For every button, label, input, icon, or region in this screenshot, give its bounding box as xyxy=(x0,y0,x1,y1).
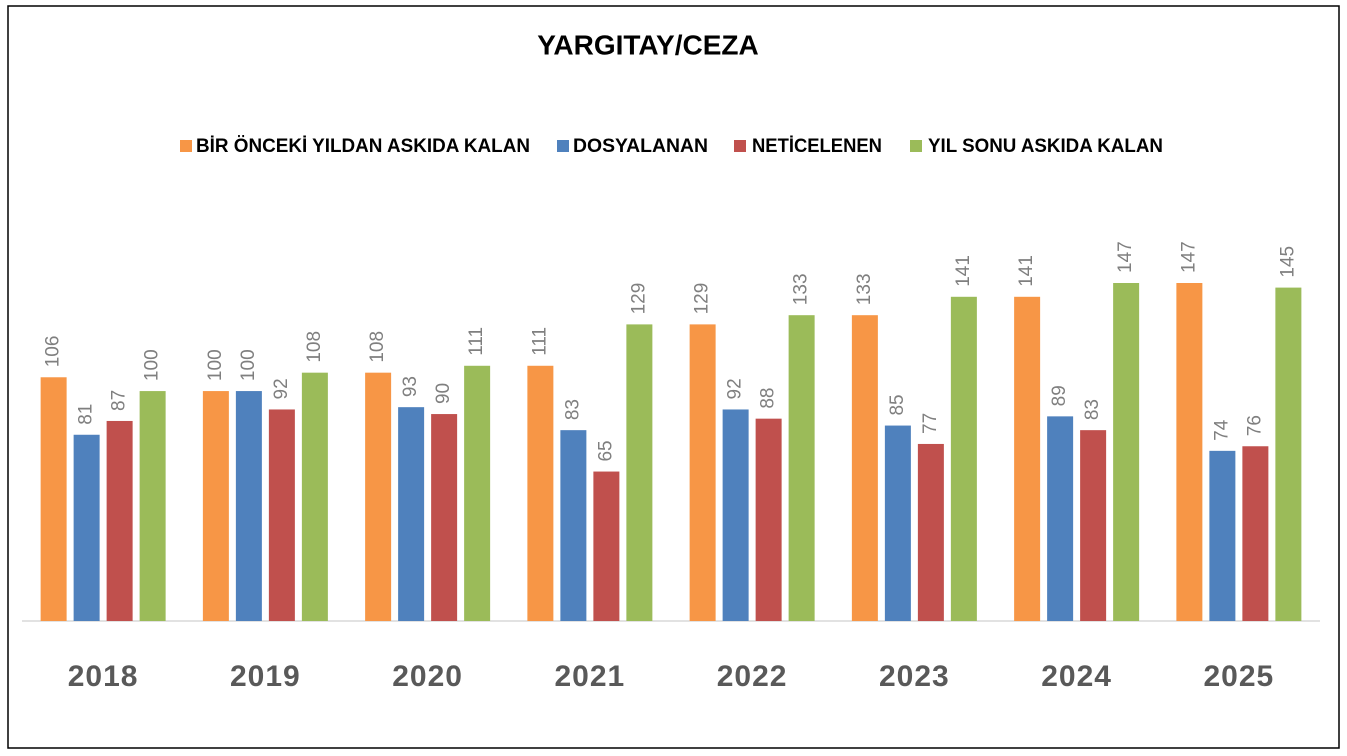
x-tick-label: 2025 xyxy=(1204,660,1275,693)
bar xyxy=(689,324,716,621)
value-label: 147 xyxy=(1178,241,1199,273)
value-label: 141 xyxy=(953,255,974,287)
value-label: 108 xyxy=(367,331,388,363)
legend-swatch xyxy=(180,140,192,152)
bar xyxy=(106,420,133,621)
value-label: 141 xyxy=(1016,255,1037,287)
x-tick-label: 2021 xyxy=(555,660,626,693)
bar xyxy=(398,407,425,621)
bar xyxy=(1047,416,1074,621)
value-label: 81 xyxy=(76,404,97,425)
bar xyxy=(755,418,782,621)
legend-swatch xyxy=(734,140,746,152)
bar xyxy=(593,471,620,621)
x-tick-label: 2022 xyxy=(717,660,788,693)
x-tick-label: 2018 xyxy=(68,660,139,693)
bar xyxy=(202,391,229,621)
x-tick-label: 2020 xyxy=(392,660,463,693)
legend-swatch xyxy=(910,140,922,152)
bar xyxy=(851,315,878,621)
x-tick-label: 2023 xyxy=(879,660,950,693)
value-label: 92 xyxy=(725,378,746,399)
bar xyxy=(73,434,100,621)
value-label: 83 xyxy=(562,399,583,420)
bar xyxy=(917,443,944,621)
bar xyxy=(464,365,491,621)
value-label: 147 xyxy=(1115,241,1136,273)
bar xyxy=(950,296,977,621)
bar xyxy=(268,409,295,621)
value-label: 77 xyxy=(920,413,941,434)
bar xyxy=(722,409,749,621)
bar xyxy=(365,372,392,621)
value-label: 92 xyxy=(271,378,292,399)
value-label: 65 xyxy=(595,440,616,461)
value-label: 85 xyxy=(887,394,908,415)
legend-label: NETİCELENEN xyxy=(752,136,882,157)
value-label: 76 xyxy=(1244,415,1265,436)
value-label: 87 xyxy=(109,390,130,411)
value-label: 100 xyxy=(142,349,163,381)
bar xyxy=(431,414,458,621)
value-label: 111 xyxy=(529,327,550,356)
value-label: 133 xyxy=(791,273,812,305)
value-label: 145 xyxy=(1277,246,1298,278)
value-label: 111 xyxy=(466,327,487,356)
bar xyxy=(40,377,67,621)
value-label: 93 xyxy=(400,376,421,397)
bar xyxy=(1080,430,1107,621)
legend-label: YIL SONU ASKIDA KALAN xyxy=(928,136,1163,157)
bar xyxy=(1242,446,1269,621)
legend-label: DOSYALANAN xyxy=(573,136,708,157)
legend-swatch xyxy=(557,140,569,152)
bar xyxy=(235,391,262,621)
bar xyxy=(626,324,653,621)
chart-title: YARGITAY/CEZA xyxy=(537,29,758,60)
value-label: 89 xyxy=(1049,385,1070,406)
value-label: 88 xyxy=(758,388,779,409)
bar xyxy=(1275,287,1302,621)
value-label: 108 xyxy=(304,331,325,363)
bar xyxy=(1014,296,1041,621)
value-label: 100 xyxy=(205,349,226,381)
value-label: 129 xyxy=(692,283,713,315)
bar xyxy=(301,372,328,621)
bar xyxy=(788,315,815,621)
bar xyxy=(1113,283,1140,621)
bar xyxy=(560,430,587,621)
value-label: 74 xyxy=(1211,419,1232,441)
bar xyxy=(527,365,554,621)
bar xyxy=(1209,450,1236,621)
value-label: 106 xyxy=(43,336,64,368)
x-tick-label: 2024 xyxy=(1041,660,1112,693)
value-label: 100 xyxy=(238,349,259,381)
value-label: 133 xyxy=(854,273,875,305)
value-label: 83 xyxy=(1082,399,1103,420)
bar xyxy=(139,391,166,621)
x-tick-label: 2019 xyxy=(230,660,301,693)
bar xyxy=(1176,283,1203,621)
value-label: 90 xyxy=(433,383,454,404)
value-label: 129 xyxy=(628,283,649,315)
legend-label: BİR ÖNCEKİ YILDAN ASKIDA KALAN xyxy=(196,136,530,157)
bar xyxy=(884,425,911,621)
